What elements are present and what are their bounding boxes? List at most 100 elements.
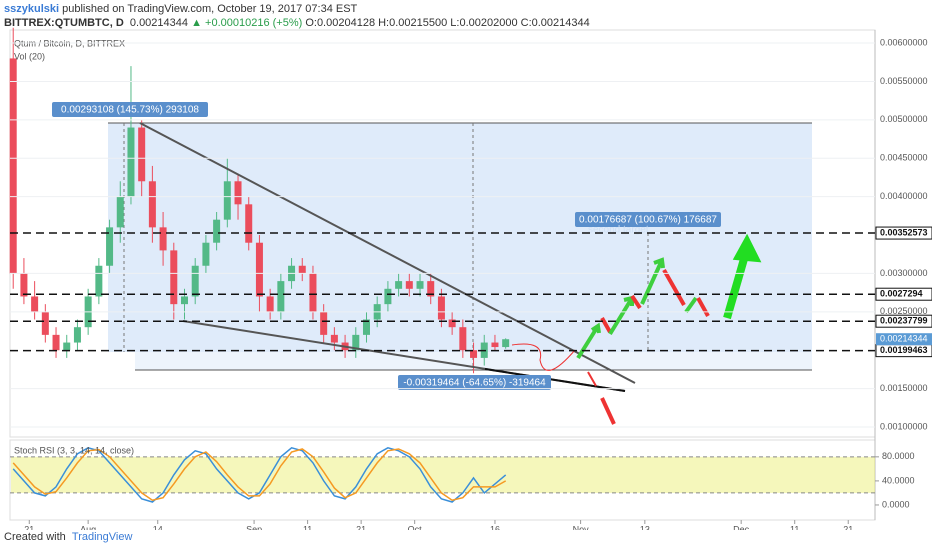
candle-body — [266, 296, 274, 312]
candle-body — [9, 58, 17, 274]
x-tick-label: Dec — [733, 524, 750, 530]
candle-body — [63, 342, 71, 351]
candle-body — [320, 311, 328, 335]
y-tick-label: 0.00250000 — [880, 306, 928, 316]
candle-body — [437, 296, 445, 320]
measure-label: 0.00293108 (145.73%) 293108 — [61, 105, 199, 116]
candle-body — [223, 181, 231, 220]
y-tick-label: 0.00550000 — [880, 76, 928, 86]
change: ▲ +0.00010216 (+5%) — [191, 17, 303, 29]
candle-body — [245, 204, 253, 243]
y-tick-label: 0.00500000 — [880, 114, 928, 124]
price-label: 0.00214344 — [880, 334, 928, 344]
candle-body — [127, 127, 135, 197]
header: sszykulski published on TradingView.com,… — [4, 2, 590, 30]
published: published on TradingView.com, October 19… — [62, 3, 358, 15]
level-label: 0.00237799 — [880, 316, 928, 326]
footer: Created with TradingView — [4, 531, 132, 543]
created: Created with — [4, 531, 66, 543]
candle-body — [95, 265, 103, 297]
note: second target — [588, 225, 649, 236]
x-tick-label: Nov — [573, 524, 590, 530]
level-tag — [875, 287, 932, 301]
trendline — [484, 368, 626, 392]
candle-body — [73, 327, 81, 343]
candle-body — [255, 242, 263, 297]
candle-body — [448, 319, 456, 328]
candle-body — [405, 281, 413, 289]
x-tick-label: Oct — [408, 524, 423, 530]
path-arrow — [511, 343, 576, 371]
candle-body — [148, 181, 156, 228]
level-label: 0.0027294 — [880, 289, 923, 299]
last: 0.00214344 — [129, 17, 189, 29]
measure-label: 0.00176687 (100.67%) 176687 — [579, 215, 717, 226]
y-tick-label: 0.00600000 — [880, 37, 928, 47]
symbol: BITTREX:QTUMBTC, D — [4, 17, 124, 29]
candle-body — [330, 334, 338, 343]
x-tick-label: 11 — [303, 524, 312, 530]
publish-line: sszykulski published on TradingView.com,… — [4, 2, 590, 16]
measure-label-bg — [575, 212, 721, 227]
x-tick-label: 16 — [490, 524, 500, 530]
candle-body — [20, 273, 28, 297]
candle-body — [170, 250, 178, 305]
candle-body — [159, 227, 167, 251]
candle-body — [352, 334, 360, 351]
candle-body — [277, 281, 285, 312]
y-tick-label: 0.00400000 — [880, 191, 928, 201]
stoch-tick-label: 0.0000 — [882, 499, 910, 509]
candle-body — [52, 334, 60, 351]
candle-body — [180, 296, 188, 305]
candle-body — [202, 242, 210, 266]
candle-body — [416, 281, 424, 289]
x-tick-label: Aug — [80, 524, 96, 530]
level-tag — [875, 314, 932, 328]
candle-body — [106, 227, 114, 266]
candle-body — [459, 327, 467, 351]
stoch-tick-label: 40.0000 — [882, 475, 915, 485]
candle-body — [384, 288, 392, 305]
measure-label: -0.00319464 (-64.65%) -319464 — [403, 378, 546, 389]
projection-arrows — [576, 233, 762, 425]
candle-body — [491, 342, 499, 348]
y-tick-label: 0.00300000 — [880, 268, 928, 278]
measure-box — [108, 123, 812, 352]
x-tick-label: Sep — [246, 524, 262, 530]
x-tick-label: 13 — [640, 524, 650, 530]
level-label: 0.00199463 — [880, 345, 928, 355]
x-tick-label: 21 — [356, 524, 366, 530]
brand[interactable]: TradingView — [71, 531, 133, 543]
candle-body — [427, 281, 435, 297]
candle-body — [191, 265, 199, 297]
chart: Qtum / Bitcoin, D, BITTREX Vol (20) 0.00… — [9, 27, 932, 530]
candle-body — [309, 273, 317, 312]
price-tag — [876, 333, 932, 346]
candle-body — [362, 319, 370, 335]
candle-body — [502, 339, 510, 348]
measure-label-bg — [52, 102, 208, 117]
measure-label-bg — [398, 375, 551, 390]
candle-body — [116, 196, 124, 228]
candle-body — [395, 281, 403, 289]
y-tick-label: 0.00100000 — [880, 421, 928, 431]
level-label: 0.00352573 — [880, 227, 928, 237]
trendline — [139, 122, 636, 384]
y-tick-label: 0.00150000 — [880, 383, 928, 393]
level-tag — [875, 226, 932, 240]
x-tick-label: 21 — [24, 524, 34, 530]
candle-body — [213, 219, 221, 243]
quote-line: BITTREX:QTUMBTC, D 0.00214344 ▲ +0.00010… — [4, 16, 590, 30]
x-tick-label: 14 — [153, 524, 163, 530]
candle-body — [234, 181, 242, 205]
candle-body — [41, 311, 49, 335]
x-tick-label: 11 — [790, 524, 799, 530]
candle-body — [31, 296, 39, 312]
author[interactable]: sszykulski — [4, 3, 60, 15]
stoch-band — [11, 456, 875, 493]
volume-label: Vol (20) — [14, 51, 45, 61]
stoch-tick-label: 80.0000 — [882, 451, 915, 461]
annotations: 0.00293108 (145.73%) 293108 0.00176687 (1… — [52, 102, 721, 390]
ohlc: O:0.00204128 H:0.00215500 L:0.00202000 C… — [305, 17, 590, 29]
